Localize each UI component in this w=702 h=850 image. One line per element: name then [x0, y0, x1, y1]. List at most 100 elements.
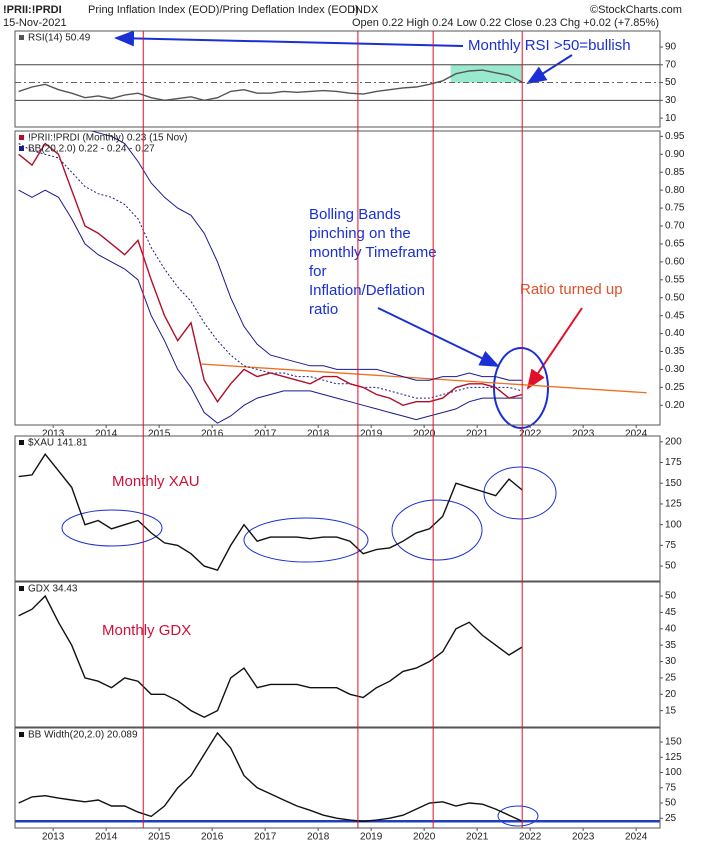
y-tick-label: 0.65	[665, 239, 685, 250]
y-tick-label: 0.75	[665, 203, 685, 214]
y-tick-label: 50	[665, 77, 677, 88]
x-tick-label: 2019	[360, 429, 383, 440]
y-tick-label: 25	[665, 813, 677, 824]
quote: Open 0.22 High 0.24 Low 0.22 Close 0.23 …	[352, 17, 659, 29]
y-tick-label: 75	[665, 782, 677, 793]
exchange: INDX	[352, 4, 379, 16]
y-tick-label: 0.50	[665, 292, 685, 303]
series-line	[18, 142, 523, 407]
highlight-ellipse	[483, 466, 557, 520]
y-tick-label: 0.40	[665, 328, 685, 339]
y-tick-label: 75	[665, 540, 677, 551]
y-tick-label: 150	[665, 737, 682, 748]
highlight-box	[450, 64, 523, 83]
x-tick-label: 2014	[95, 429, 118, 440]
plot-area	[18, 594, 523, 718]
x-tick-label: 2017	[254, 832, 277, 843]
y-tick-label: 0.20	[665, 400, 685, 411]
legend-label: RSI(14) 50.49	[28, 33, 91, 44]
arrow	[526, 54, 573, 85]
plot-area	[18, 131, 647, 424]
x-tick-label: 2021	[466, 832, 489, 843]
y-tick-label: 0.95	[665, 131, 685, 142]
arrow	[377, 307, 500, 367]
y-tick-label: 0.80	[665, 185, 685, 196]
x-tick-label: 2016	[201, 429, 224, 440]
y-tick-label: 20	[665, 689, 677, 700]
y-tick-label: 35	[665, 640, 677, 651]
highlight-ellipse	[391, 499, 483, 561]
y-tick-label: 50	[665, 591, 677, 602]
x-tick-label: 2022	[519, 429, 542, 440]
y-tick-label: 45	[665, 607, 677, 618]
y-tick-label: 30	[665, 95, 677, 106]
legend-swatch	[19, 135, 24, 140]
annotation: Bolling Bands	[309, 206, 401, 223]
annotation: Monthly RSI >50=bullish	[468, 37, 631, 54]
x-tick-label: 2014	[95, 832, 118, 843]
legend-label: !PRII:!PRDI (Monthly) 0.23 (15 Nov)	[28, 133, 188, 144]
y-tick-label: 50	[665, 561, 677, 572]
x-tick-label: 2018	[307, 429, 330, 440]
annotation: monthly Timeframe	[309, 244, 437, 261]
y-tick-label: 200	[665, 436, 682, 447]
x-tick-label: 2020	[413, 832, 436, 843]
highlight-ellipse	[493, 347, 549, 429]
x-tick-label: 2024	[625, 832, 648, 843]
x-tick-label: 2019	[360, 832, 383, 843]
panel-frame	[14, 435, 661, 582]
x-tick-label: 2022	[519, 832, 542, 843]
y-tick-label: 100	[665, 767, 682, 778]
y-tick-label: 125	[665, 499, 682, 510]
arrow	[114, 30, 464, 47]
x-tick-label: 2021	[466, 429, 489, 440]
description: Pring Inflation Index (EOD)/Pring Deflat…	[88, 4, 359, 16]
series-line	[89, 131, 523, 381]
y-tick-label: 0.45	[665, 310, 685, 321]
arrow	[526, 307, 583, 390]
y-tick-label: 0.60	[665, 257, 685, 268]
x-tick-label: 2024	[625, 429, 648, 440]
highlight-ellipse	[243, 517, 369, 563]
highlight-ellipse	[61, 509, 163, 547]
annotation: for	[309, 263, 327, 280]
x-tick-label: 2015	[148, 832, 171, 843]
plot-area	[15, 731, 660, 823]
series-line	[18, 452, 523, 572]
y-tick-label: 0.55	[665, 274, 685, 285]
highlight-ellipse	[497, 805, 539, 827]
trendline	[201, 363, 647, 394]
y-tick-label: 0.90	[665, 149, 685, 160]
annotation: ratio	[309, 301, 338, 318]
series-line	[18, 731, 523, 823]
x-tick-label: 2023	[572, 429, 595, 440]
series-line	[18, 143, 523, 399]
legend-swatch	[19, 586, 24, 591]
y-tick-label: 150	[665, 478, 682, 489]
y-tick-label: 70	[665, 59, 677, 70]
symbol: !PRII:!PRDI	[3, 4, 62, 16]
panel-frame	[14, 581, 661, 728]
plot-area	[18, 452, 523, 572]
panel-frame	[14, 130, 661, 426]
y-tick-label: 25	[665, 673, 677, 684]
x-tick-label: 2013	[42, 832, 65, 843]
x-tick-label: 2016	[201, 832, 224, 843]
legend-swatch	[19, 35, 24, 40]
y-tick-label: 100	[665, 519, 682, 530]
x-tick-label: 2013	[42, 429, 65, 440]
x-tick-label: 2017	[254, 429, 277, 440]
legend-label: $XAU 141.81	[28, 438, 88, 449]
date: 15-Nov-2021	[3, 17, 67, 29]
y-tick-label: 90	[665, 42, 677, 53]
panel-frame	[14, 30, 661, 128]
y-tick-label: 50	[665, 798, 677, 809]
series-line	[18, 189, 523, 424]
panel-frame	[14, 727, 661, 829]
x-tick-label: 2020	[413, 429, 436, 440]
y-tick-label: 10	[665, 113, 677, 124]
legend-label: BB(20,2.0) 0.22 - 0.24 - 0.27	[28, 144, 155, 155]
legend-label: BB Width(20,2.0) 20.089	[28, 730, 138, 741]
annotation: Monthly GDX	[102, 622, 191, 639]
